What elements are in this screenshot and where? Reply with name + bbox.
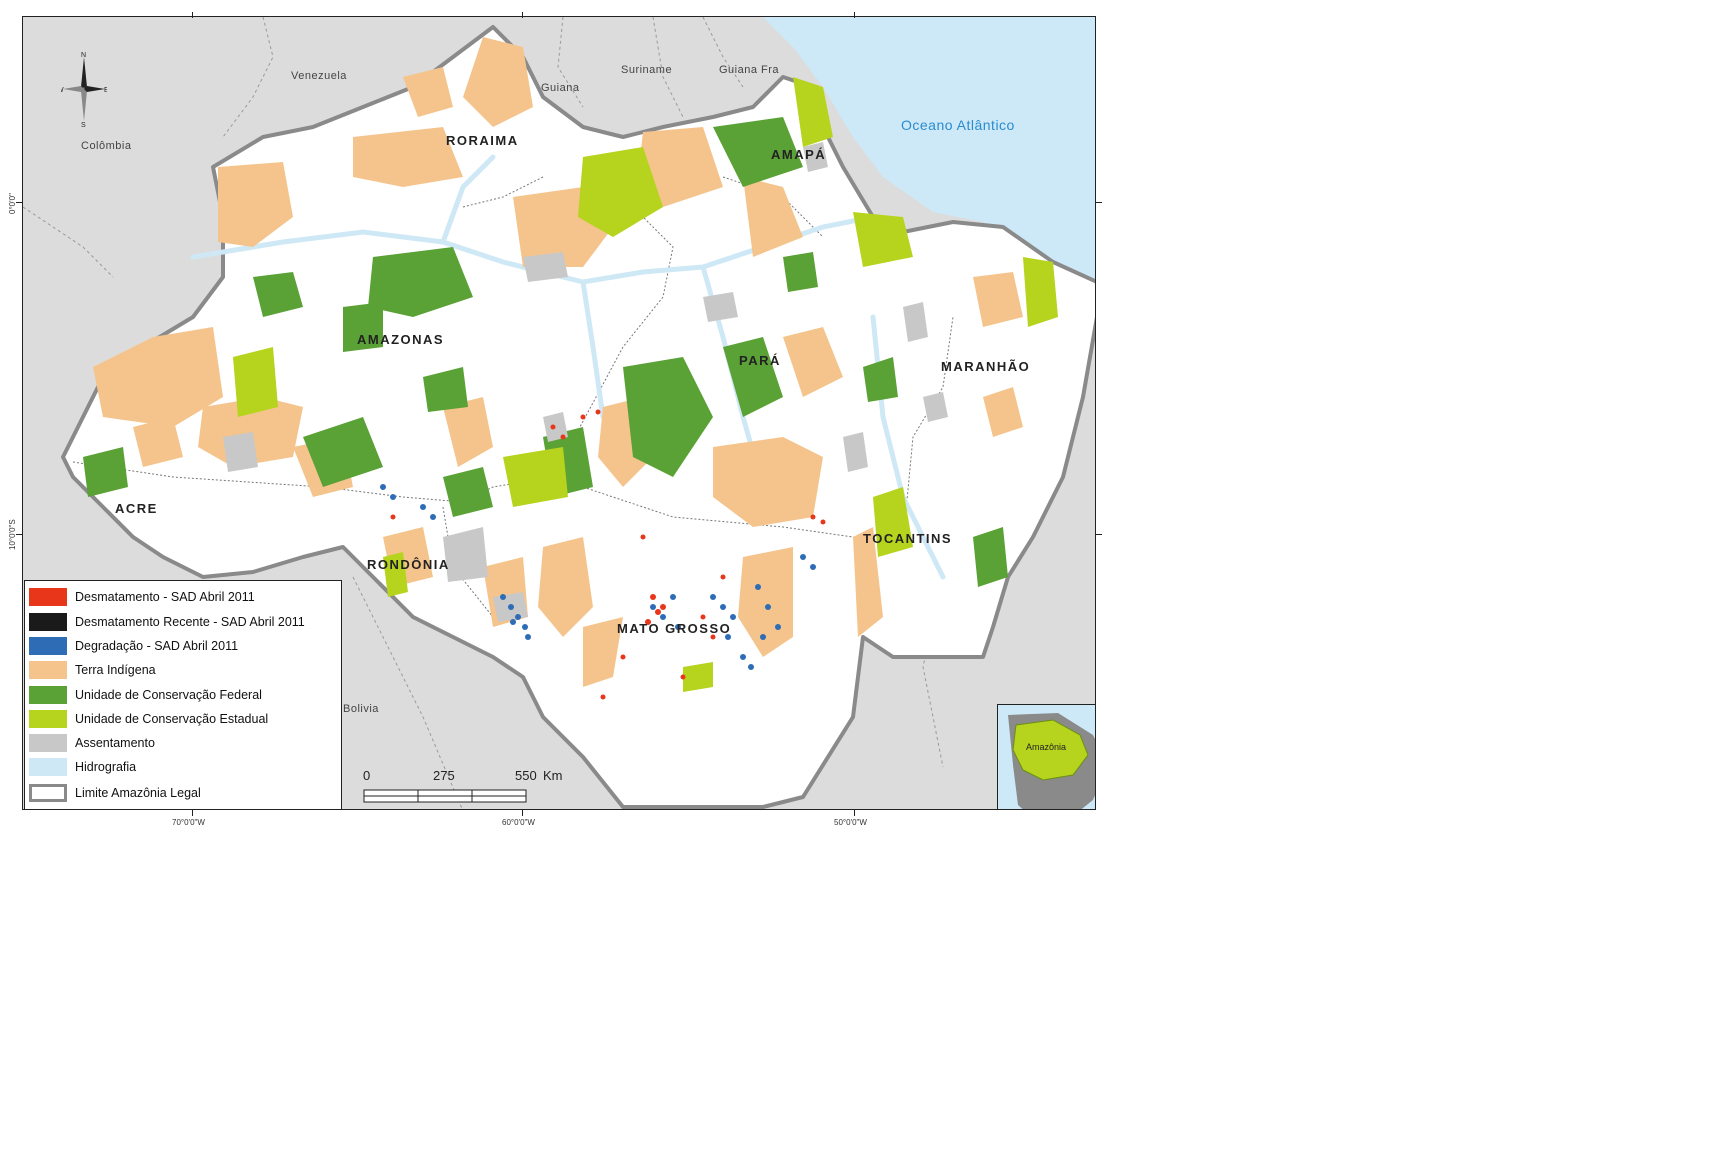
legend-label: Unidade de Conservação Estadual xyxy=(75,712,269,726)
country-label-guiana-fra: Guiana Fra xyxy=(719,64,779,76)
legend-item-degradacao: Degradação - SAD Abril 2011 xyxy=(29,636,238,656)
y-tick-label-10s: 10°0'0"S xyxy=(8,519,17,550)
map-frame: Venezuela Colômbia Guiana Suriname Guian… xyxy=(22,16,1096,810)
legend-swatch xyxy=(29,784,67,802)
legend-item-uc-estadual: Unidade de Conservação Estadual xyxy=(29,709,268,729)
x-tick-top-3 xyxy=(854,12,855,18)
country-label-suriname: Suriname xyxy=(621,64,672,76)
legend-label: Terra Indígena xyxy=(75,663,156,677)
y-tick-left-2 xyxy=(16,534,22,535)
state-label-para: PARÁ xyxy=(739,353,781,368)
legend-item-desmatamento-recente: Desmatamento Recente - SAD Abril 2011 xyxy=(29,612,305,632)
legend-label: Unidade de Conservação Federal xyxy=(75,688,262,702)
x-tick-bottom-1 xyxy=(192,810,193,816)
scale-label-275: 275 xyxy=(433,768,455,783)
legend-swatch xyxy=(29,613,67,631)
map-canvas: Venezuela Colômbia Guiana Suriname Guian… xyxy=(23,17,1095,809)
compass-s: S xyxy=(81,122,86,127)
degradacao-points xyxy=(380,484,816,670)
y-tick-right-2 xyxy=(1096,534,1102,535)
inset-map: Amazônia xyxy=(997,704,1095,809)
legend-swatch xyxy=(29,637,67,655)
uc-estadual-areas xyxy=(233,77,1058,692)
scale-label-0: 0 xyxy=(363,768,371,783)
legend-item-uc-federal: Unidade de Conservação Federal xyxy=(29,685,262,705)
legend-swatch xyxy=(29,588,67,606)
legend-item-desmatamento: Desmatamento - SAD Abril 2011 xyxy=(29,587,255,607)
state-label-amazonas: AMAZONAS xyxy=(357,332,444,347)
compass-rose-icon: N S W E xyxy=(57,51,109,129)
scale-bar: 0 275 550 Km xyxy=(363,768,563,808)
x-tick-bottom-2 xyxy=(522,810,523,816)
state-label-amapa: AMAPÁ xyxy=(771,147,826,162)
compass-w: W xyxy=(61,87,64,94)
desmatamento-points xyxy=(390,409,826,700)
legend-swatch xyxy=(29,758,67,776)
x-tick-label-60w: 60°0'0"W xyxy=(502,818,535,827)
scale-label-550: 550 xyxy=(515,768,537,783)
compass-n: N xyxy=(81,52,86,59)
state-label-acre: ACRE xyxy=(115,501,158,516)
legend-label: Desmatamento Recente - SAD Abril 2011 xyxy=(75,615,305,629)
ocean-area xyxy=(763,17,1095,286)
x-tick-label-70w: 70°0'0"W xyxy=(172,818,205,827)
legend-item-hidrografia: Hidrografia xyxy=(29,757,136,777)
country-label-guiana: Guiana xyxy=(541,82,580,94)
legend-swatch xyxy=(29,686,67,704)
scale-bar-graphic xyxy=(363,789,527,803)
legend-item-assentamento: Assentamento xyxy=(29,733,155,753)
terra-indigena-areas xyxy=(93,37,1023,687)
compass-e: E xyxy=(104,87,107,94)
legend-swatch xyxy=(29,661,67,679)
state-label-roraima: RORAIMA xyxy=(446,133,519,148)
ocean-label: Oceano Atlântico xyxy=(901,117,1015,133)
country-label-bolivia: Bolivia xyxy=(343,703,379,715)
state-label-tocantins: TOCANTINS xyxy=(863,531,952,546)
legend-label: Assentamento xyxy=(75,736,155,750)
inset-label: Amazônia xyxy=(1026,742,1066,752)
state-label-maranhao: MARANHÃO xyxy=(941,359,1030,374)
legend-label: Desmatamento - SAD Abril 2011 xyxy=(75,590,255,604)
legend-item-limite: Limite Amazônia Legal xyxy=(29,783,201,803)
x-tick-top-1 xyxy=(192,12,193,18)
y-tick-left-1 xyxy=(16,202,22,203)
y-tick-label-0: 0°0'0" xyxy=(8,193,17,214)
uc-federal-areas xyxy=(83,117,1008,587)
legend-label: Degradação - SAD Abril 2011 xyxy=(75,639,239,653)
scale-unit: Km xyxy=(543,768,563,783)
x-tick-label-50w: 50°0'0"W xyxy=(834,818,867,827)
state-label-rondonia: RONDÔNIA xyxy=(367,557,450,572)
legend-item-terra-indigena: Terra Indígena xyxy=(29,660,156,680)
country-label-colombia: Colômbia xyxy=(81,140,132,152)
legend-swatch xyxy=(29,710,67,728)
y-tick-right-1 xyxy=(1096,202,1102,203)
state-label-mato-grosso: MATO GROSSO xyxy=(617,621,731,636)
legend-label: Hidrografia xyxy=(75,760,137,774)
legend-swatch xyxy=(29,734,67,752)
x-tick-top-2 xyxy=(522,12,523,18)
map-legend: Desmatamento - SAD Abril 2011 Desmatamen… xyxy=(24,580,342,810)
x-tick-bottom-3 xyxy=(854,810,855,816)
country-label-venezuela: Venezuela xyxy=(291,70,347,82)
legend-label: Limite Amazônia Legal xyxy=(75,786,201,800)
